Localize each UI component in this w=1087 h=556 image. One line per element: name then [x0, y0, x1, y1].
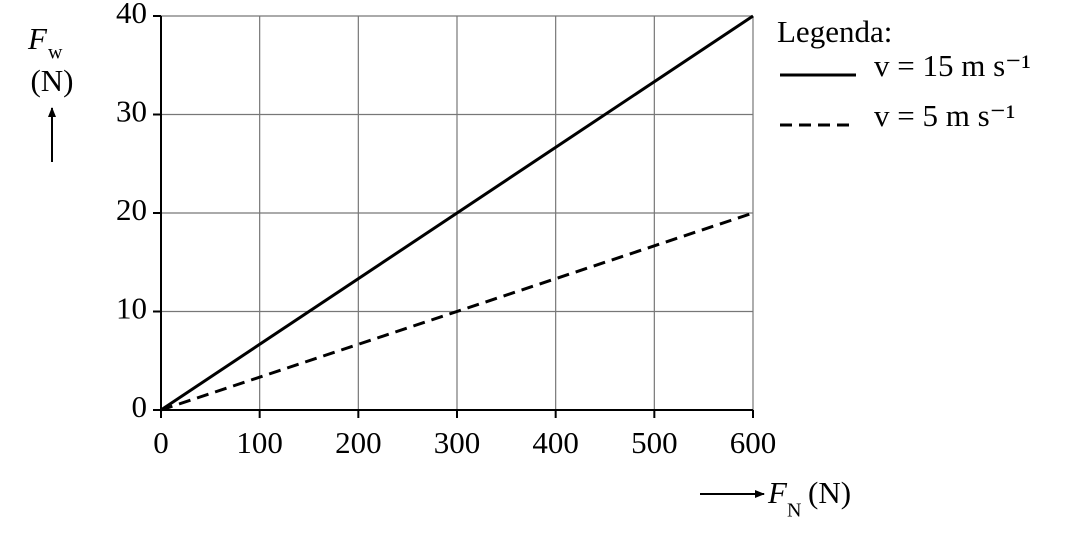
x-tick-label: 300 [434, 425, 481, 460]
series-line [160, 211, 754, 412]
legend-title: Legenda: [777, 14, 892, 49]
y-tick-label: 0 [132, 389, 148, 424]
x-tick-label: 400 [532, 425, 579, 460]
y-tick-label: 40 [116, 0, 147, 30]
y-tick-label: 10 [116, 291, 147, 326]
y-label-symbol: F [27, 21, 48, 56]
x-tick-label: 0 [153, 425, 169, 460]
x-tick-label: 200 [335, 425, 382, 460]
series-line [160, 14, 754, 412]
x-label-unit: (N) [808, 475, 851, 510]
x-tick-label: 500 [631, 425, 678, 460]
legend-label: v = 15 m s⁻¹ [874, 48, 1031, 83]
x-axis-label: F N (N) [700, 475, 851, 522]
x-label-symbol: F [767, 475, 788, 510]
x-tick-label: 100 [236, 425, 283, 460]
x-label-subscript: N [787, 500, 801, 522]
legend-label: v = 5 m s⁻¹ [874, 98, 1015, 133]
y-tick-label: 30 [116, 94, 147, 129]
y-label-subscript: w [48, 42, 63, 64]
y-tick-label: 20 [116, 192, 147, 227]
y-axis-label: F w (N) [27, 21, 74, 162]
y-label-unit: (N) [30, 63, 73, 98]
x-tick-label: 600 [730, 425, 777, 460]
